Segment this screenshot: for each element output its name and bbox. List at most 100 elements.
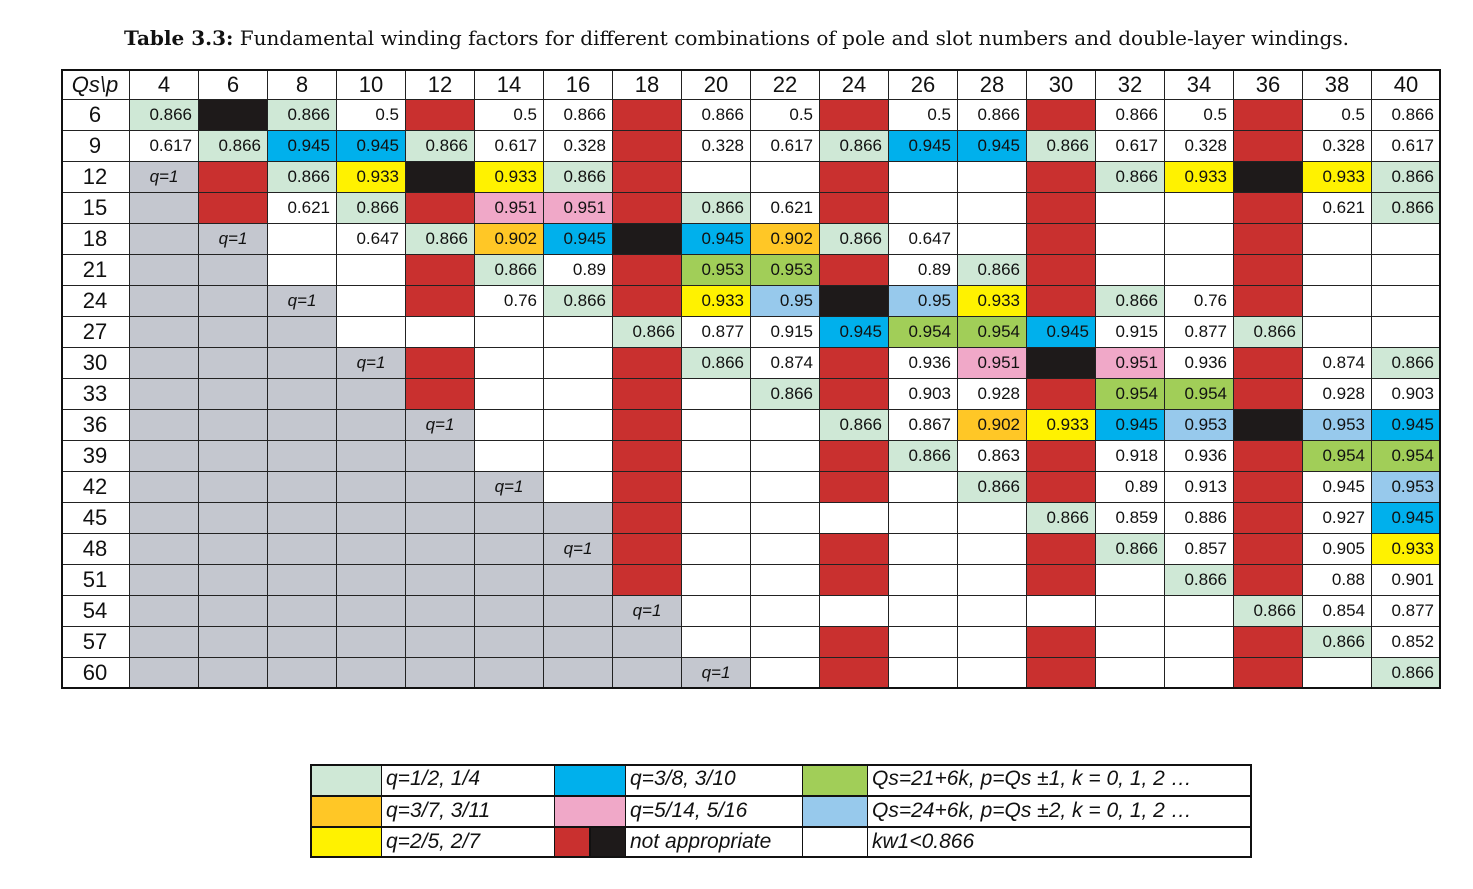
table-cell: 0.328 xyxy=(682,131,751,162)
table-cell: 0.953 xyxy=(1303,410,1372,441)
table-cell: 0.903 xyxy=(1372,379,1441,410)
table-cell xyxy=(1234,100,1303,131)
table-cell: 0.866 xyxy=(958,472,1027,503)
table-cell: 0.5 xyxy=(337,100,406,131)
table-cell: 0.877 xyxy=(1165,317,1234,348)
table-cell xyxy=(544,317,613,348)
table-cell xyxy=(1096,596,1165,627)
legend-swatch xyxy=(310,764,382,796)
table-cell xyxy=(820,503,889,534)
color-legend: q=1/2, 1/4 q=3/8, 3/10 Qs=21+6k, p=Qs ±1, … xyxy=(310,764,1252,858)
table-cell xyxy=(682,379,751,410)
table-cell xyxy=(751,441,820,472)
table-cell xyxy=(751,162,820,193)
table-cell: 0.328 xyxy=(1303,131,1372,162)
table-cell: 0.954 xyxy=(889,317,958,348)
table-cell xyxy=(613,410,682,441)
table-cell: 0.945 xyxy=(268,131,337,162)
table-cell: 0.89 xyxy=(889,255,958,286)
table-cell xyxy=(613,131,682,162)
table-cell xyxy=(889,627,958,658)
table-cell: 0.866 xyxy=(820,410,889,441)
table-cell xyxy=(130,224,199,255)
table-cell xyxy=(1027,348,1096,379)
table-cell: 0.886 xyxy=(1165,503,1234,534)
table-cell xyxy=(337,534,406,565)
table-cell: 0.854 xyxy=(1303,596,1372,627)
legend-swatch xyxy=(554,764,626,796)
table-cell: 0.866 xyxy=(1096,162,1165,193)
column-header: 22 xyxy=(751,69,820,100)
table-cell: 0.866 xyxy=(268,162,337,193)
table-cell: 0.866 xyxy=(613,317,682,348)
table-cell: 0.866 xyxy=(130,100,199,131)
table-cell xyxy=(268,503,337,534)
legend-label: q=3/7, 3/11 xyxy=(382,796,554,827)
row-header: 36 xyxy=(61,410,130,441)
table-cell: 0.933 xyxy=(958,286,1027,317)
legend-label: not appropriate xyxy=(626,827,802,858)
table-cell xyxy=(1165,193,1234,224)
legend-label: q=5/14, 5/16 xyxy=(626,796,802,827)
table-cell xyxy=(199,627,268,658)
table-cell xyxy=(1234,348,1303,379)
legend-label: q=1/2, 1/4 xyxy=(382,764,554,796)
table-cell xyxy=(682,596,751,627)
table-cell xyxy=(1372,317,1441,348)
table-cell xyxy=(682,441,751,472)
row-header: 30 xyxy=(61,348,130,379)
table-cell xyxy=(958,565,1027,596)
table-cell xyxy=(1027,441,1096,472)
table-cell xyxy=(337,565,406,596)
table-cell: 0.89 xyxy=(544,255,613,286)
table-cell xyxy=(199,658,268,689)
table-cell xyxy=(130,286,199,317)
table-cell xyxy=(1234,286,1303,317)
table-cell: 0.866 xyxy=(1372,348,1441,379)
table-cell xyxy=(268,627,337,658)
table-cell xyxy=(1234,565,1303,596)
table-cell xyxy=(268,224,337,255)
table-cell: 0.954 xyxy=(1303,441,1372,472)
table-cell: 0.866 xyxy=(1096,286,1165,317)
table-cell: 0.953 xyxy=(682,255,751,286)
table-cell xyxy=(268,596,337,627)
column-header: 26 xyxy=(889,69,958,100)
table-cell xyxy=(820,534,889,565)
table-cell xyxy=(1096,224,1165,255)
table-cell xyxy=(1027,472,1096,503)
table-cell xyxy=(1234,224,1303,255)
table-cell: 0.617 xyxy=(1372,131,1441,162)
table-cell: 0.951 xyxy=(544,193,613,224)
table-cell xyxy=(1096,565,1165,596)
table-cell xyxy=(613,534,682,565)
table-cell: 0.621 xyxy=(1303,193,1372,224)
table-cell xyxy=(544,410,613,441)
table-cell xyxy=(406,596,475,627)
table-cell xyxy=(1096,658,1165,689)
column-header: 4 xyxy=(130,69,199,100)
table-cell: 0.918 xyxy=(1096,441,1165,472)
table-cell xyxy=(613,348,682,379)
table-cell: 0.877 xyxy=(1372,596,1441,627)
table-cell xyxy=(613,224,682,255)
table-cell xyxy=(682,503,751,534)
table-cell xyxy=(751,410,820,441)
q1-marker: q=1 xyxy=(130,162,199,193)
table-cell xyxy=(751,565,820,596)
table-cell: 0.647 xyxy=(889,224,958,255)
row-header: 51 xyxy=(61,565,130,596)
table-cell xyxy=(1027,286,1096,317)
table-cell: 0.928 xyxy=(1303,379,1372,410)
table-cell xyxy=(475,410,544,441)
table-cell: 0.953 xyxy=(1372,472,1441,503)
table-cell xyxy=(406,286,475,317)
row-header: 15 xyxy=(61,193,130,224)
table-cell xyxy=(820,596,889,627)
table-cell xyxy=(337,255,406,286)
table-cell: 0.866 xyxy=(958,100,1027,131)
table-cell: 0.866 xyxy=(1027,131,1096,162)
table-cell xyxy=(820,472,889,503)
table-cell xyxy=(820,255,889,286)
table-cell: 0.328 xyxy=(1165,131,1234,162)
